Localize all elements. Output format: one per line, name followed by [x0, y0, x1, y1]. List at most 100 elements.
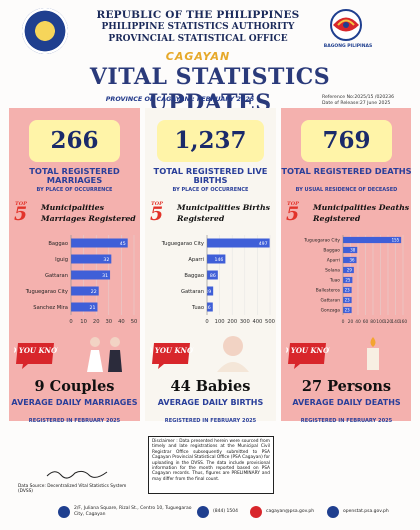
- top5-badge: TOP 5: [286, 201, 300, 226]
- disclaimer-box: Disclaimer : Data presented herein were …: [148, 436, 274, 494]
- x-tick-label: 20: [93, 319, 100, 325]
- did-you-know-text: DID YOU KNOW?: [150, 346, 194, 355]
- bar-value-label: 86: [210, 273, 216, 279]
- wedding-couple-icon: [87, 337, 122, 372]
- category-label: Baggao: [184, 273, 204, 279]
- category-label: Gattaran: [45, 273, 68, 279]
- category-label: Gattaran: [320, 298, 340, 304]
- marriages-basis: BY PLACE OF OCCURRENCE: [36, 187, 113, 193]
- bar-value-label: 45: [120, 241, 126, 247]
- header-authority: PHILIPPINE STATISTICS AUTHORITY: [101, 22, 295, 32]
- candle-icon: [367, 337, 379, 370]
- deaths-avg-label: AVERAGE DAILY DEATHS: [292, 398, 401, 407]
- footer-email[interactable]: cagayan@psa.gov.ph: [266, 509, 315, 514]
- footer-phone[interactable]: (844) 1504: [213, 509, 238, 514]
- bar: [71, 302, 98, 312]
- bar: [207, 286, 214, 296]
- category-label: Aparri: [327, 258, 340, 264]
- x-tick-label: 40: [118, 319, 125, 325]
- bar: [207, 302, 213, 312]
- bar-value-label: 21: [90, 305, 96, 311]
- x-tick-label: 100: [376, 319, 385, 325]
- signature-image: [46, 470, 108, 479]
- bar-value-label: 31: [102, 273, 108, 279]
- deaths-bar-chart: 0 20 40 60 80 100 120 140 160 Tuguegarao City 155 B…: [285, 231, 412, 331]
- x-tick-label: 300: [240, 319, 250, 325]
- births-top5-title: Municipalities Births Registered: [177, 203, 271, 223]
- reference-block: Reference No:2025/15 /020236 Date of Rel…: [322, 95, 394, 107]
- bar: [343, 236, 402, 244]
- x-tick-label: 50: [131, 319, 138, 325]
- bar: [71, 254, 112, 264]
- deaths-chart-svg: 0 20 40 60 80 100 120 140 160 Tuguegarao City 155 B…: [303, 235, 408, 325]
- footer-address: 2/F, Juliana Square, Rizal St., Centro 1…: [74, 506, 192, 517]
- deaths-basis: BY USUAL RESIDENCE OF DECEASED: [295, 187, 398, 193]
- bar: [71, 270, 111, 280]
- x-tick-label: 100: [215, 319, 225, 325]
- x-tick-label: 40: [355, 319, 361, 325]
- bar-value-label: 22: [91, 289, 97, 295]
- reference-number: Reference No:2025/15 /020236: [322, 95, 395, 100]
- x-tick-label: 60: [363, 319, 369, 325]
- did-you-know-text: DID YOU KNOW?: [14, 346, 58, 355]
- category-label: Aparri: [188, 257, 204, 263]
- header: REPUBLIC OF THE PHILIPPINES PHILIPPINE S…: [0, 0, 420, 116]
- release-date: Date of Release:27 June 2025: [322, 101, 391, 106]
- bar: [343, 276, 353, 284]
- deaths-total: 769: [301, 120, 392, 162]
- top5-badge: TOP 5: [150, 201, 164, 226]
- did-you-know-text: DID YOU KNOW?: [286, 346, 330, 355]
- header-office: PROVINCIAL STATISTICAL OFFICE: [108, 34, 288, 44]
- bar-value-label: 497: [259, 241, 268, 247]
- category-label: Sanchez Mira: [33, 305, 68, 311]
- deaths-avg-period: REGISTERED IN FEBRUARY 2025: [300, 418, 393, 424]
- bagong-pilipinas-label: BAGONG PILIPINAS: [323, 44, 373, 49]
- category-label: Baggao: [323, 248, 340, 254]
- bar: [343, 286, 352, 294]
- x-tick-label: 0: [205, 319, 208, 325]
- bar: [343, 296, 352, 304]
- bar: [207, 254, 226, 264]
- psa-seal-logo: [22, 8, 68, 54]
- x-tick-label: 500: [265, 319, 275, 325]
- footer-website[interactable]: openstat.psa.gov.ph: [343, 509, 389, 514]
- bar-value-label: 36: [349, 258, 355, 263]
- births-top5-heading: TOP 5 Municipalities Births Registered: [150, 201, 274, 227]
- x-tick-label: 20: [348, 319, 354, 325]
- did-you-know-badge: DID YOU KNOW?: [14, 343, 58, 369]
- bar: [71, 238, 128, 248]
- category-label: Iguig: [55, 257, 68, 263]
- births-chart-svg: 0 100 200 300 400 500 Tuguegarao City 497 Aparri…: [161, 235, 275, 325]
- births-basis: BY PLACE OF OCCURRENCE: [172, 187, 249, 193]
- marriages-bar-chart: 0 10 20 30 40 50 Baggao 45 Iguig 32 Gattaran 31 Tugu…: [13, 231, 140, 331]
- bar-value-label: 38: [350, 248, 356, 253]
- marriages-total: 266: [29, 120, 120, 162]
- bar: [71, 286, 99, 296]
- baby-icon: [217, 336, 249, 372]
- marriages-panel: 266 TOTAL REGISTERED MARRIAGES BY PLACE …: [9, 108, 140, 424]
- location-icon: [58, 506, 70, 518]
- phone-icon: [197, 506, 209, 518]
- bar-value-label: 23: [345, 298, 351, 303]
- bar-value-label: 23: [345, 288, 351, 293]
- x-tick-label: 200: [227, 319, 237, 325]
- bagong-pilipinas-logo: [325, 8, 367, 42]
- bar-value-label: 155: [392, 238, 400, 243]
- deaths-top5-heading: TOP 5 Municipalities Deaths Registered: [286, 201, 410, 227]
- footer-contacts: 2/F, Juliana Square, Rizal St., Centro 1…: [0, 500, 420, 530]
- bar-value-label: 23: [345, 308, 351, 313]
- x-tick-label: 0: [342, 319, 345, 325]
- bar-value-label: 29: [347, 268, 353, 273]
- births-total: 1,237: [157, 120, 264, 162]
- top5-badge: TOP 5: [14, 201, 28, 226]
- bar: [343, 246, 358, 254]
- marriages-top5-title: Municipalities Marriages Registered: [41, 203, 136, 223]
- bar: [343, 266, 354, 274]
- marriages-avg-label: AVERAGE DAILY MARRIAGES: [11, 398, 138, 407]
- bar-value-label: 46: [205, 305, 211, 311]
- x-tick-label: 0: [69, 319, 72, 325]
- births-avg-period: REGISTERED IN FEBRUARY 2025: [164, 418, 257, 424]
- category-label: Tuao: [329, 278, 340, 284]
- x-tick-label: 160: [399, 319, 408, 325]
